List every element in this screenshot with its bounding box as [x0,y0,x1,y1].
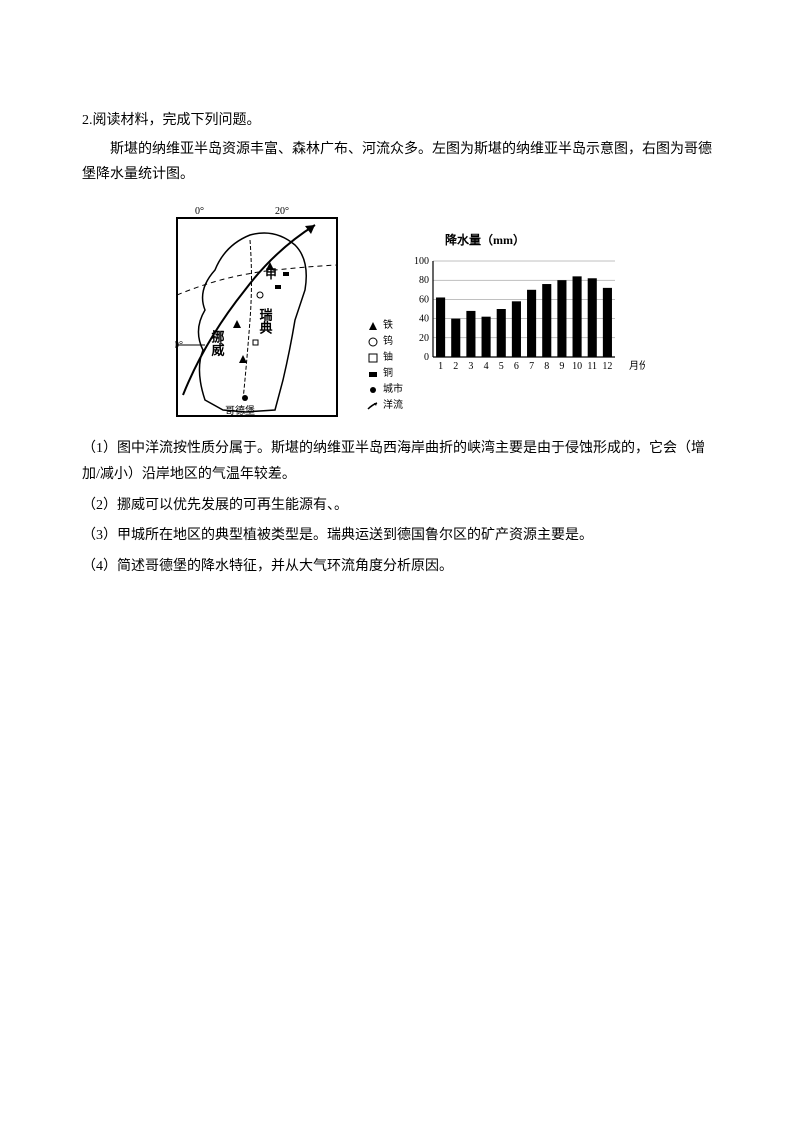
lon-0: 0° [195,206,204,217]
figures-container: 0° 20° 60° 挪威 瑞典 甲 [82,200,718,420]
subquestion-2: （2）挪威可以优先发展的可再生能源有、。 [82,493,718,520]
legend-copper: 铜 [367,366,403,382]
legend-uranium: 铀 [367,350,403,366]
question-number: 2. [82,113,93,128]
label-sweden: 瑞典 [258,307,273,335]
svg-text:6: 6 [514,361,519,372]
svg-text:100: 100 [414,257,429,267]
map-figure: 0° 20° 60° 挪威 瑞典 甲 [175,200,355,420]
legend-current: 洋流 [367,398,403,414]
svg-text:3: 3 [468,361,473,372]
svg-text:40: 40 [419,314,429,325]
svg-text:5: 5 [499,361,504,372]
svg-text:10: 10 [572,361,582,372]
svg-text:80: 80 [419,275,429,286]
precipitation-chart: 020406080100123456789101112月份 [405,257,645,377]
lon-20: 20° [275,206,289,217]
chart-title: 降水量（mm） [405,230,665,252]
map-svg: 0° 20° 60° 挪威 瑞典 甲 [175,200,355,420]
svg-text:7: 7 [529,361,534,372]
subquestion-3: （3）甲城所在地区的典型植被类型是。瑞典运送到德国鲁尔区的矿产资源主要是。 [82,523,718,550]
label-norway: 挪威 [210,329,225,357]
svg-text:4: 4 [484,361,489,372]
subquestion-4: （4）简述哥德堡的降水特征，并从大气环流角度分析原因。 [82,554,718,581]
legend-tungsten: 钨 [367,334,403,350]
city-goteborg: 哥德堡 [225,404,255,417]
svg-text:0: 0 [424,352,429,363]
map-legend: 铁 钨 铀 铜 城市 洋流 [367,318,403,414]
svg-text:1: 1 [438,361,443,372]
svg-text:20: 20 [419,333,429,344]
question-header-text: 阅读材料，完成下列问题。 [93,113,261,128]
svg-text:9: 9 [559,361,564,372]
svg-text:2: 2 [453,361,458,372]
svg-text:60: 60 [419,295,429,306]
legend-iron: 铁 [367,318,403,334]
svg-text:12: 12 [602,361,612,372]
question-intro: 斯堪的纳维亚半岛资源丰富、森林广布、河流众多。左图为斯堪的纳维亚半岛示意图，右图… [82,137,718,187]
svg-text:11: 11 [587,361,597,372]
legend-city: 城市 [367,382,403,398]
svg-text:8: 8 [544,361,549,372]
chart-figure: 降水量（mm） 020406080100123456789101112月份 [405,230,665,390]
subquestion-1: （1）图中洋流按性质分属于。斯堪的纳维亚半岛西海岸曲折的峡湾主要是由于侵蚀形成的… [82,436,718,489]
question-header: 2.阅读材料，完成下列问题。 [82,108,718,133]
svg-text:月份: 月份 [629,360,645,372]
